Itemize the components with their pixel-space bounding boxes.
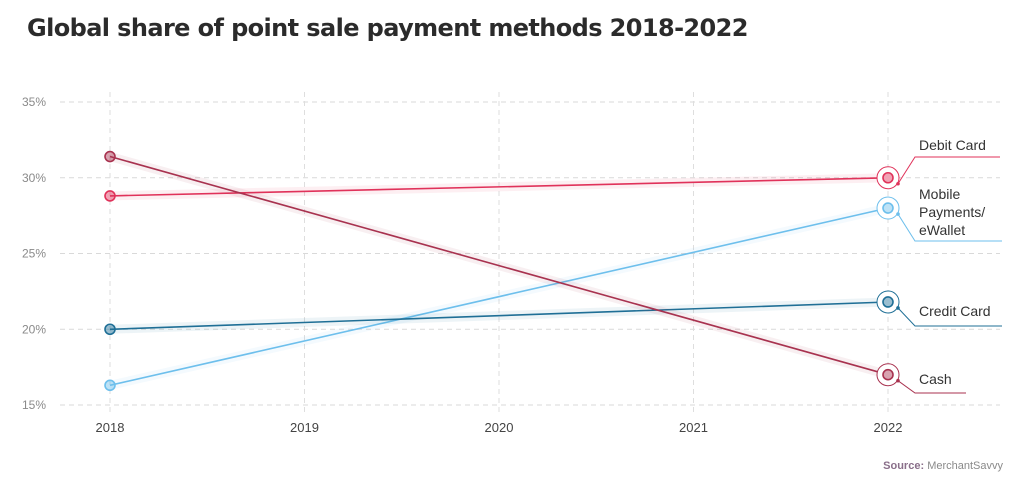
series-line xyxy=(109,207,889,387)
data-point-halo xyxy=(876,363,900,387)
series-label: Mobile Payments/eWallet xyxy=(919,186,985,238)
series-label-line: Debit Card xyxy=(919,137,986,153)
series-label: Cash xyxy=(919,371,952,387)
x-axis-tick-labels: 2018 2019 2020 2021 2022 xyxy=(96,420,903,435)
x-tick-label: 2018 xyxy=(96,420,125,435)
grid xyxy=(60,92,1000,416)
x-tick-label: 2020 xyxy=(485,420,514,435)
series-line xyxy=(109,155,889,376)
series-labels: Debit Card Mobile Payments/eWallet Credit C… xyxy=(896,137,1002,394)
source-value: MerchantSavvy xyxy=(927,460,1003,472)
series-label-line: Cash xyxy=(919,371,952,387)
data-point-halo xyxy=(876,290,900,314)
leader-line xyxy=(897,156,1000,185)
data-point xyxy=(104,190,116,202)
chart-source: Source: MerchantSavvy xyxy=(883,460,1003,472)
data-point xyxy=(882,296,894,308)
data-point xyxy=(882,368,894,381)
series-label: Debit Card xyxy=(919,137,986,153)
data-point xyxy=(104,150,116,163)
leader-line xyxy=(897,380,966,394)
data-points xyxy=(104,150,900,392)
series-label-line: Credit Card xyxy=(919,303,991,319)
chart-title: Global share of point sale payment metho… xyxy=(27,14,748,42)
y-tick-label: 30% xyxy=(22,171,46,185)
x-tick-label: 2021 xyxy=(679,420,708,435)
y-tick-label: 20% xyxy=(22,322,46,336)
series-label: Credit Card xyxy=(919,303,991,319)
y-tick-label: 35% xyxy=(22,95,46,109)
y-tick-label: 15% xyxy=(22,398,46,412)
y-axis-tick-labels: 15% 20% 25% 30% 35% xyxy=(22,95,46,412)
data-point-halo xyxy=(876,166,900,190)
series-label-line: Mobile xyxy=(919,186,960,202)
data-point xyxy=(882,171,894,184)
leader-line xyxy=(897,307,1002,327)
source-label: Source: xyxy=(883,460,925,472)
leader-line xyxy=(897,213,1002,242)
series-label-line: Payments/ xyxy=(919,204,985,220)
data-point-halo xyxy=(876,196,900,220)
series-lines xyxy=(108,152,890,390)
data-point xyxy=(104,323,116,336)
series-label-line: eWallet xyxy=(919,222,965,238)
data-point xyxy=(882,202,894,214)
x-tick-label: 2022 xyxy=(874,420,903,435)
data-point xyxy=(104,379,116,392)
series-line xyxy=(109,301,889,331)
x-tick-label: 2019 xyxy=(290,420,319,435)
y-tick-label: 25% xyxy=(22,247,46,261)
